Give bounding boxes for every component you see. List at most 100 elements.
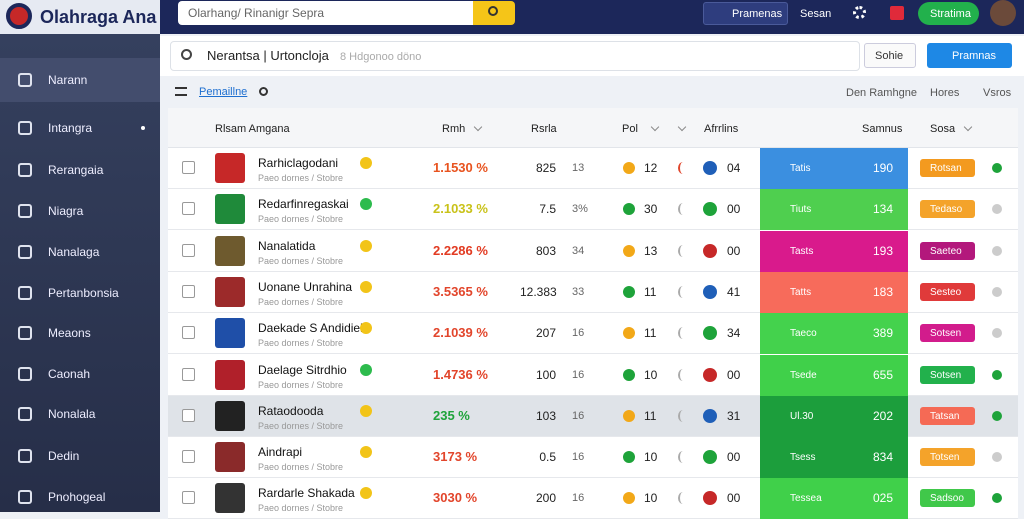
sub-button[interactable] (864, 43, 916, 68)
status-cell (760, 313, 908, 355)
settings-icon[interactable] (853, 6, 866, 19)
row-checkbox[interactable] (182, 284, 195, 298)
row-checkbox[interactable] (182, 450, 195, 464)
row-icon[interactable] (992, 328, 1002, 339)
toolbar-option[interactable]: Vsros (983, 87, 1012, 99)
sidebar-item[interactable]: Pertanbonsia (48, 286, 119, 300)
row-icon[interactable] (992, 369, 1002, 380)
cta-button[interactable] (918, 2, 979, 25)
sub-button-label: Sohie (875, 50, 904, 62)
team-name[interactable]: Uonane Unrahina (258, 279, 353, 294)
column-header[interactable]: Afrrlins (704, 123, 739, 135)
sidebar-icon (18, 490, 32, 504)
row-checkbox[interactable] (182, 367, 195, 381)
trend-icon (678, 492, 688, 505)
sidebar-item[interactable]: Caonah (48, 367, 91, 381)
score: 11 (644, 408, 657, 423)
action-button[interactable] (920, 282, 975, 301)
alert-icon[interactable] (890, 6, 904, 20)
column-header[interactable]: Rmh (442, 123, 466, 135)
toolbar-tab[interactable]: Pemaillne (199, 86, 248, 98)
points: 31 (727, 408, 741, 423)
column-header[interactable]: Pol (622, 123, 638, 135)
column-header[interactable]: Samnus (862, 123, 903, 135)
row-icon[interactable] (992, 286, 1002, 297)
row-checkbox[interactable] (182, 491, 195, 505)
team-badge (360, 322, 372, 335)
team-logo (215, 442, 245, 473)
row-checkbox[interactable] (182, 326, 195, 340)
rate: 3173 % (433, 449, 478, 465)
action-button[interactable] (920, 448, 975, 467)
sidebar-item[interactable]: Dedin (48, 449, 80, 463)
sidebar-item[interactable]: Pnohogeal (48, 490, 106, 504)
sub-primary-button[interactable] (927, 43, 1012, 68)
row-icon[interactable] (992, 452, 1002, 463)
row-checkbox[interactable] (182, 408, 195, 422)
team-name[interactable]: Rataodooda (258, 403, 324, 418)
sub-search-field[interactable] (170, 41, 860, 71)
team-badge (360, 404, 372, 417)
trend-icon (678, 285, 688, 298)
count: 13 (572, 162, 585, 174)
row-checkbox[interactable] (182, 243, 195, 257)
action-button[interactable] (920, 489, 975, 508)
status-cell (760, 271, 908, 313)
sidebar-icon (18, 367, 32, 381)
team-name[interactable]: Rardarle Shakada (258, 486, 355, 501)
points: 00 (727, 491, 741, 506)
avatar[interactable] (990, 0, 1016, 26)
status-cell (760, 395, 908, 437)
status-cell (760, 189, 908, 231)
points-icon (703, 326, 717, 341)
count: 33 (572, 285, 585, 298)
header-button[interactable] (703, 2, 788, 25)
team-name[interactable]: Rarhiclagodani (258, 156, 339, 170)
row-checkbox[interactable] (182, 161, 195, 174)
column-header[interactable]: Sosa (930, 123, 956, 135)
row-icon[interactable] (992, 204, 1002, 215)
sidebar-item[interactable]: Niagra (48, 204, 84, 218)
action-button[interactable] (920, 159, 975, 177)
status-label: Tessea (790, 493, 822, 505)
team-logo (215, 235, 245, 266)
status-label: Taeco (790, 328, 817, 340)
action-button[interactable] (920, 324, 975, 343)
action-button[interactable] (920, 365, 975, 384)
row-icon[interactable] (992, 163, 1002, 173)
sidebar-item[interactable]: Nonalala (48, 407, 96, 421)
team-logo (215, 194, 245, 225)
team-name[interactable]: Nanalatida (258, 238, 316, 253)
score: 11 (644, 326, 657, 341)
sidebar-icon (18, 121, 32, 135)
team-name[interactable]: Aindrapi (258, 445, 303, 460)
action-button[interactable] (920, 200, 975, 219)
header-link[interactable]: Sesan (800, 8, 832, 20)
sidebar-item[interactable]: Narann (48, 73, 88, 87)
row-icon[interactable] (992, 493, 1002, 504)
row-icon[interactable] (992, 245, 1002, 256)
toolbar-option[interactable]: Den Ramhgne (846, 87, 917, 99)
team-name[interactable]: Redarfinregaskai (258, 197, 349, 212)
sidebar-item[interactable]: Intangra (48, 121, 93, 135)
column-header[interactable]: Rsrla (531, 123, 557, 135)
sidebar-item[interactable]: Rerangaia (48, 163, 104, 177)
search-box[interactable] (178, 1, 478, 25)
sidebar-item[interactable]: Nanalaga (48, 245, 100, 259)
team-name[interactable]: Daelage Sitrdhio (258, 362, 347, 377)
team-badge (360, 487, 372, 500)
toolbar-search-icon[interactable] (259, 87, 268, 96)
team-sub: Paeo dornes / Stobre (258, 420, 344, 431)
rate: 3.5365 % (433, 283, 488, 299)
column-header[interactable]: Rlsam Amgana (215, 123, 290, 135)
action-button[interactable] (920, 406, 975, 425)
points-icon (703, 202, 717, 217)
team-name[interactable]: Daekade S Andidiel (258, 321, 363, 336)
sidebar-item[interactable]: Meaons (48, 326, 91, 340)
menu-icon[interactable] (175, 87, 187, 96)
row-checkbox[interactable] (182, 202, 195, 216)
status-value: 025 (872, 491, 893, 506)
toolbar-option[interactable]: Hores (930, 87, 960, 99)
row-icon[interactable] (992, 410, 1002, 421)
action-button[interactable] (920, 241, 975, 260)
